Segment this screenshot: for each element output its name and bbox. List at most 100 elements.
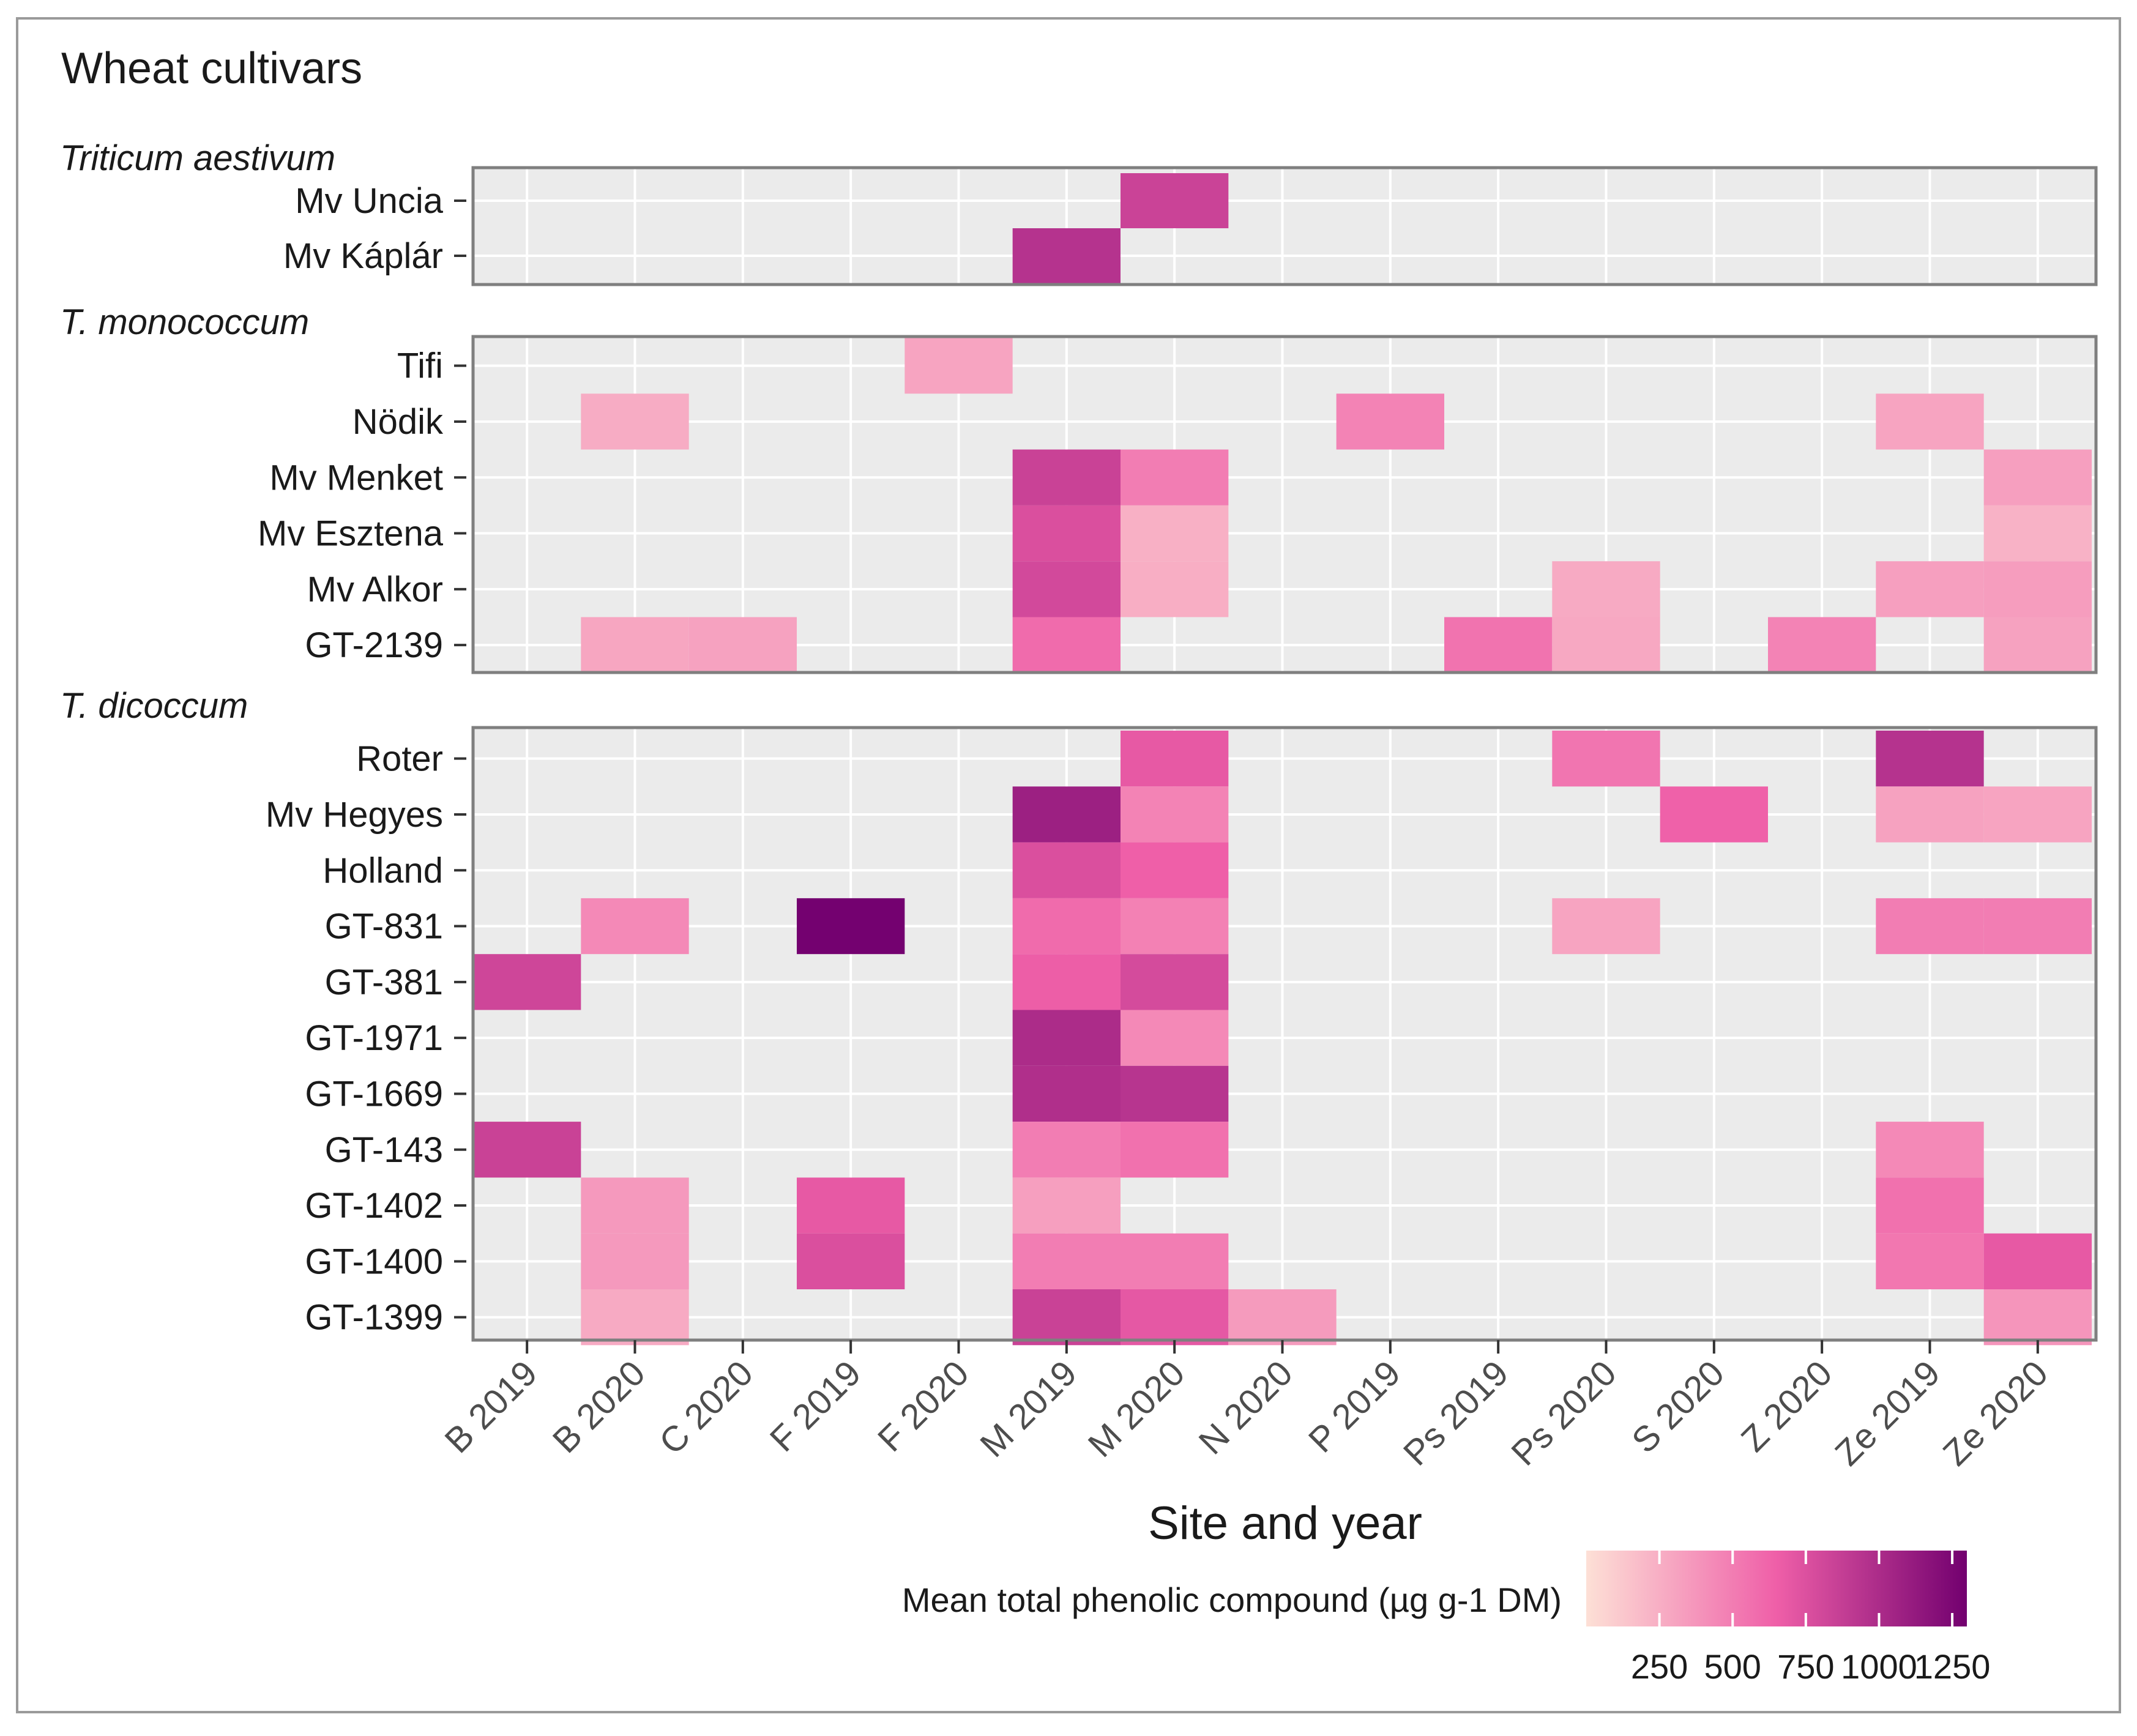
- row-label: Mv Uncia: [295, 181, 443, 221]
- row-label: Holland: [323, 851, 443, 890]
- heatmap-cell: [1121, 505, 1229, 562]
- row-label: GT-143: [325, 1130, 443, 1170]
- row-label: GT-1400: [305, 1242, 443, 1281]
- row-label: GT-831: [325, 907, 443, 947]
- heatmap-cell: [797, 898, 905, 955]
- heatmap-cell: [1876, 561, 1984, 617]
- row-label: Mv Menket: [269, 458, 443, 497]
- heatmap-cell: [1121, 1233, 1229, 1289]
- heatmap-cell: [1121, 842, 1229, 898]
- heatmap-cell: [1983, 898, 2092, 955]
- row-label: Mv Káplár: [283, 236, 443, 276]
- heatmap-cell: [1121, 1289, 1229, 1346]
- heatmap-cell: [1012, 505, 1121, 562]
- heatmap-cell: [581, 1233, 689, 1289]
- heatmap-cell: [1876, 898, 1984, 955]
- heatmap-cell: [1552, 898, 1660, 955]
- heatmap-cell: [1121, 449, 1229, 505]
- heatmap-cell: [581, 617, 689, 673]
- row-label: Mv Esztena: [258, 514, 444, 554]
- heatmap-cell: [1012, 228, 1121, 283]
- heatmap-cell: [1121, 1010, 1229, 1066]
- legend-tick-label: 500: [1704, 1647, 1761, 1686]
- heatmap-cell: [1552, 731, 1660, 787]
- heatmap-cell: [1012, 954, 1121, 1010]
- heatmap-cell: [688, 617, 797, 673]
- heatmap-cell: [473, 1122, 581, 1178]
- row-label: Tifi: [397, 346, 443, 386]
- panel-3: Roter Mv Hegyes Holland GT-831 GT-381 GT-1971…: [60, 686, 2098, 1346]
- heatmap-cell: [1121, 954, 1229, 1010]
- panel-border: [471, 166, 2098, 286]
- panel-border: [471, 335, 2098, 674]
- heatmap-cell: [1876, 786, 1984, 843]
- heatmap-cell: [1121, 1122, 1229, 1178]
- heatmap-cell: [1121, 1065, 1229, 1122]
- panel-background: [473, 168, 2096, 285]
- legend-tick-label: 1250: [1914, 1647, 1991, 1686]
- legend: Mean total phenolic compound (µg g-1 DM)…: [902, 1551, 1991, 1686]
- group-label: T. monococcum: [60, 302, 309, 342]
- heatmap-cell: [1012, 1289, 1121, 1346]
- legend-tick-label: 1000: [1841, 1647, 1917, 1686]
- heatmap-cell: [1444, 617, 1553, 673]
- heatmap-cell: [1012, 1233, 1121, 1289]
- panel-border: [471, 726, 2098, 1342]
- row-label: Roter: [356, 739, 443, 779]
- heatmap-cell: [1552, 617, 1660, 673]
- heatmap-cell: [1876, 1122, 1984, 1178]
- heatmap-cell: [1121, 173, 1229, 228]
- heatmap-cell: [1660, 786, 1768, 843]
- row-label: GT-1971: [305, 1018, 443, 1058]
- row-label: GT-1669: [305, 1074, 443, 1114]
- heatmap-cell: [1012, 842, 1121, 898]
- row-label: Nödik: [352, 402, 444, 442]
- heatmap-cell: [581, 1177, 689, 1234]
- heatmap-cell: [1012, 1177, 1121, 1234]
- heatmap-cell: [1983, 449, 2092, 505]
- heatmap-cell: [1552, 561, 1660, 617]
- heatmap-cell: [1876, 393, 1984, 450]
- heatmap-cell: [1983, 1289, 2092, 1346]
- heatmap-panels: Mv Uncia Mv Káplár Triticum aestivum Tifi Nö…: [60, 138, 2098, 1346]
- legend-colorbar: [1586, 1551, 1967, 1626]
- row-label: GT-1402: [305, 1186, 443, 1226]
- panel-2: Tifi Nödik Mv Menket Mv Esztena Mv Alkor GT-2…: [60, 302, 2098, 674]
- heatmap-cell: [1983, 786, 2092, 843]
- row-label: GT-1399: [305, 1298, 443, 1338]
- x-axis-title: Site and year: [1148, 1497, 1422, 1549]
- row-label: Mv Hegyes: [266, 795, 443, 835]
- heatmap-cell: [1012, 786, 1121, 843]
- legend-title: Mean total phenolic compound (µg g-1 DM): [902, 1581, 1562, 1619]
- heatmap-cell: [797, 1233, 905, 1289]
- heatmap-cell: [1121, 731, 1229, 787]
- group-label: Triticum aestivum: [60, 138, 335, 178]
- heatmap-cell: [581, 393, 689, 450]
- heatmap-cell: [904, 338, 1013, 394]
- panel-background: [473, 728, 2096, 1340]
- panel-1: Mv Uncia Mv Káplár Triticum aestivum: [60, 138, 2098, 286]
- heatmap-cell: [473, 954, 581, 1010]
- heatmap-cell: [1983, 505, 2092, 562]
- row-label: Mv Alkor: [307, 570, 443, 609]
- heatmap-cell: [1012, 1065, 1121, 1122]
- row-label: GT-381: [325, 963, 443, 1002]
- heatmap-cell: [1983, 617, 2092, 673]
- heatmap-cell: [1012, 561, 1121, 617]
- legend-tick-label: 750: [1777, 1647, 1834, 1686]
- heatmap-cell: [1876, 1233, 1984, 1289]
- heatmap-cell: [1012, 449, 1121, 505]
- heatmap-cell: [1983, 561, 2092, 617]
- heatmap-cell: [1121, 898, 1229, 955]
- chart-title: Wheat cultivars: [61, 44, 362, 93]
- heatmap-cell: [1876, 1177, 1984, 1234]
- heatmap-cell: [1121, 561, 1229, 617]
- heatmap-cell: [1012, 617, 1121, 673]
- group-label: T. dicoccum: [60, 686, 248, 726]
- heatmap-cell: [1012, 898, 1121, 955]
- row-label: GT-2139: [305, 625, 443, 665]
- heatmap-cell: [797, 1177, 905, 1234]
- heatmap-cell: [1768, 617, 1876, 673]
- heatmap-cell: [1336, 393, 1444, 450]
